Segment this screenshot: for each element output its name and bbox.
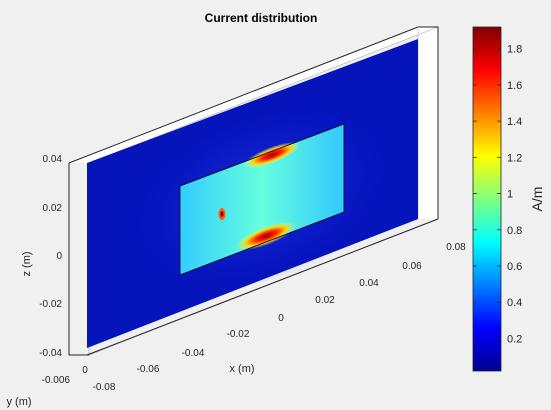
colorbar-tick-label: 0.6 xyxy=(507,261,522,273)
colorbar-tick-label: 0.8 xyxy=(507,225,522,237)
colorbar-tick-label: 1.4 xyxy=(507,116,522,128)
colorbar-tick-label: 0.4 xyxy=(507,297,522,309)
x-tick-label: -0.04 xyxy=(182,348,205,359)
y-tick-label: 0 xyxy=(82,365,88,376)
x-tick-label: 0.04 xyxy=(359,278,379,289)
colorbar-tick-label: 0.2 xyxy=(507,333,522,345)
x-tick-label: -0.02 xyxy=(227,329,250,340)
patch xyxy=(179,123,345,276)
x-tick-label: 0.08 xyxy=(446,242,466,253)
colorbar-label: A/m xyxy=(529,187,545,212)
colorbar-tick-label: 1.8 xyxy=(507,44,522,56)
x-tick-label: 0.06 xyxy=(402,261,422,272)
z-tick-label: -0.02 xyxy=(39,299,62,310)
z-tick-label: 0.02 xyxy=(43,203,63,214)
y-axis-label: y (m) xyxy=(6,396,31,408)
x-axis-label: x (m) xyxy=(229,363,254,375)
y-axis: -0.006 0 y (m) xyxy=(6,365,88,408)
colorbar-gradient xyxy=(472,26,502,372)
z-tick-label: 0 xyxy=(56,251,62,262)
z-axis: -0.04 -0.02 0 0.02 0.04 z (m) xyxy=(21,154,62,359)
axes-box xyxy=(68,26,439,356)
x-tick-label: -0.06 xyxy=(137,364,160,375)
x-tick-label: -0.08 xyxy=(93,382,116,393)
z-tick-label: 0.04 xyxy=(43,154,63,165)
colorbar: 0.2 0.4 0.6 0.8 1 1.2 1.4 1.6 1.8 A/m xyxy=(472,26,545,372)
chart-title: Current distribution xyxy=(205,11,318,25)
x-axis: -0.08 -0.06 -0.04 -0.02 0 0.02 0.04 0.06… xyxy=(93,242,467,393)
colorbar-tick-label: 1.6 xyxy=(507,80,522,92)
colorbar-tick-label: 1.2 xyxy=(507,152,522,164)
x-tick-label: 0.02 xyxy=(315,295,335,306)
z-axis-label: z (m) xyxy=(21,251,33,276)
x-tick-label: 0 xyxy=(278,313,284,324)
z-tick-label: -0.04 xyxy=(39,348,62,359)
colorbar-tick-label: 1 xyxy=(507,189,513,201)
y-tick-label: -0.006 xyxy=(42,375,71,386)
